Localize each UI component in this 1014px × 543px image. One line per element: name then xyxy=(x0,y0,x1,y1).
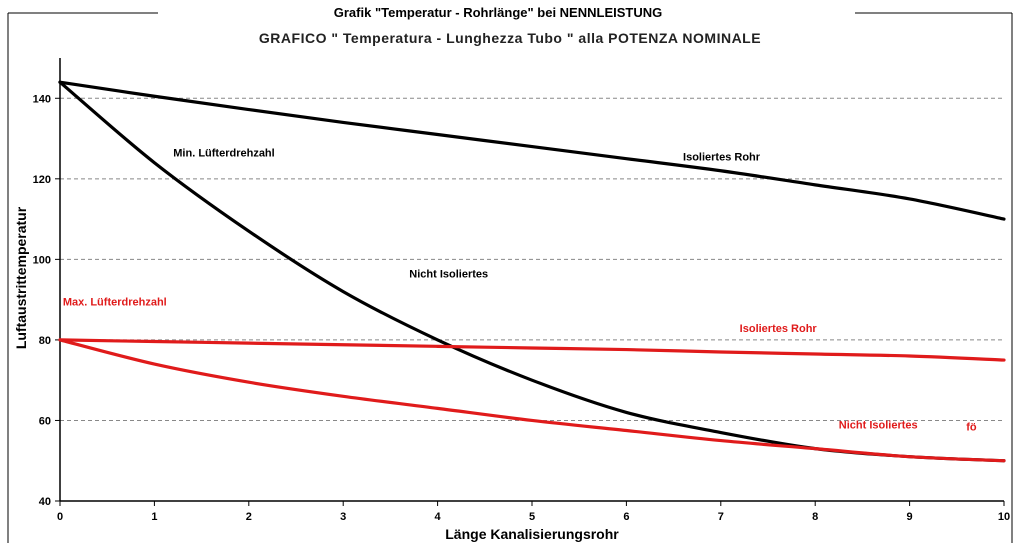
x-axis-label: Länge Kanalisierungsrohr xyxy=(445,526,619,542)
x-tick-label: 8 xyxy=(812,511,818,523)
x-tick-label: 0 xyxy=(57,511,63,523)
y-axis-label: Luftaustrittemperatur xyxy=(13,206,29,349)
y-tick-label: 60 xyxy=(39,415,51,427)
annotation-label: Min. Lüfterdrehzahl xyxy=(173,148,274,160)
y-tick-label: 140 xyxy=(33,93,51,105)
series-line-max-fan-insulated xyxy=(58,338,1006,362)
x-tick-label: 7 xyxy=(718,511,724,523)
y-tick-label: 80 xyxy=(39,335,51,347)
y-tick-label: 40 xyxy=(39,496,51,508)
series xyxy=(58,80,1006,463)
x-ticks: 0 1 2 3 4 5 6 7 8 9 10 xyxy=(57,501,1010,523)
chart-title: Grafik "Temperatur - Rohrlänge" bei NENN… xyxy=(334,5,662,20)
annotation-label: Nicht Isoliertes xyxy=(409,268,488,280)
x-tick-label: 9 xyxy=(907,511,913,523)
x-tick-label: 1 xyxy=(151,511,157,523)
x-tick-label: 6 xyxy=(623,511,629,523)
x-tick-label: 10 xyxy=(998,511,1010,523)
x-tick-label: 3 xyxy=(340,511,346,523)
title-frame xyxy=(7,12,1013,543)
annotation-label: fö xyxy=(966,422,977,434)
annotation-label: Max. Lüfterdrehzahl xyxy=(63,297,167,309)
x-tick-label: 2 xyxy=(246,511,252,523)
chart-subtitle: GRAFICO " Temperatura - Lunghezza Tubo "… xyxy=(259,30,761,46)
x-tick-label: 5 xyxy=(529,511,535,523)
series-line-max-fan-not-insulated xyxy=(58,338,1006,463)
annotation-label: Isoliertes Rohr xyxy=(740,323,818,335)
annotation-label: Nicht Isoliertes xyxy=(839,420,918,432)
x-tick-label: 4 xyxy=(435,511,442,523)
y-tick-label: 120 xyxy=(33,174,51,186)
axes xyxy=(59,58,1004,502)
series-line-min-fan-not-insulated xyxy=(58,80,1006,463)
annotation-label: Isoliertes Rohr xyxy=(683,152,761,164)
series-line-min-fan-insulated xyxy=(58,80,1006,221)
y-ticks: 40 60 80 100 120 140 xyxy=(33,93,60,508)
annotations: Min. Lüfterdrehzahl Isoliertes Rohr Nicht … xyxy=(63,148,977,434)
y-tick-label: 100 xyxy=(33,254,51,266)
